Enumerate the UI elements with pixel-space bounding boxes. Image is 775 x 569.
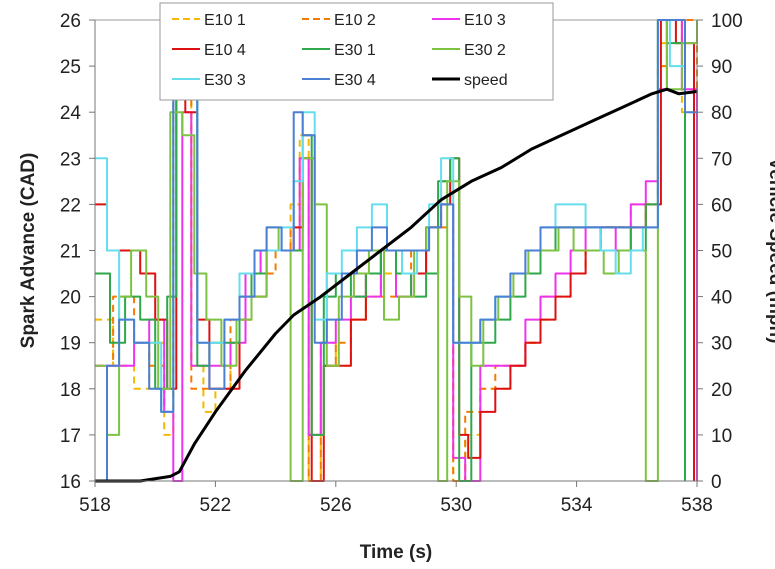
left-y-tick-label: 26: [60, 11, 81, 32]
legend-label-e30-1: E30 1: [334, 42, 376, 59]
right-y-axis-title: Vehicle Speed (mph): [765, 158, 775, 344]
left-y-tick-label: 21: [60, 242, 81, 263]
right-y-tick-label: 70: [711, 149, 732, 170]
legend-label-e10-3: E10 3: [464, 12, 506, 29]
right-y-tick-label: 0: [711, 472, 722, 493]
right-y-tick-label: 40: [711, 288, 732, 309]
left-y-tick-label: 25: [60, 57, 81, 78]
x-tick-label: 538: [681, 495, 713, 516]
left-y-tick-label: 20: [60, 288, 81, 309]
left-y-axis-title: Spark Advance (CAD): [18, 153, 39, 349]
right-y-tick-label: 60: [711, 195, 732, 216]
legend-box: [159, 2, 554, 101]
left-y-tick-label: 19: [60, 334, 81, 355]
right-y-tick-label: 50: [711, 242, 732, 263]
right-y-tick-label: 80: [711, 103, 732, 124]
right-y-tick-label: 20: [711, 380, 732, 401]
right-y-tick-label: 10: [711, 426, 732, 447]
legend-label-e30-2: E30 2: [464, 42, 506, 59]
series-line-speed: [95, 87, 698, 483]
x-axis-title: Time (s): [360, 542, 433, 563]
legend-label-e10-2: E10 2: [334, 12, 376, 29]
left-y-tick-label: 16: [60, 472, 81, 493]
legend-label-e30-3: E30 3: [204, 72, 246, 89]
right-y-tick-label: 100: [711, 11, 743, 32]
left-y-tick-label: 17: [60, 426, 81, 447]
x-tick-label: 518: [79, 495, 111, 516]
x-tick-label: 526: [320, 495, 352, 516]
series-line-e30-2: [95, 19, 698, 482]
legend-label-e10-1: E10 1: [204, 12, 246, 29]
x-tick-label: 522: [200, 495, 232, 516]
left-y-tick-label: 23: [60, 149, 81, 170]
legend-label-speed: speed: [464, 72, 508, 89]
right-y-tick-label: 90: [711, 57, 732, 78]
x-tick-label: 530: [440, 495, 472, 516]
x-tick-label: 534: [561, 495, 593, 516]
legend: E10 1 E10 2 E10 3 E10 4 E30 1 E30 2 E30 3 E30 4…: [159, 2, 554, 101]
left-y-tick-label: 22: [60, 195, 81, 216]
legend-label-e30-4: E30 4: [334, 72, 376, 89]
left-y-tick-label: 18: [60, 380, 81, 401]
right-y-tick-label: 30: [711, 334, 732, 355]
legend-label-e10-4: E10 4: [204, 42, 246, 59]
axes-layer: 16 17 18 19 20 21 22 23 24 25 26 0 10 20 30 40 50 60 70 80 9…: [60, 11, 743, 516]
left-y-tick-label: 24: [60, 103, 82, 124]
